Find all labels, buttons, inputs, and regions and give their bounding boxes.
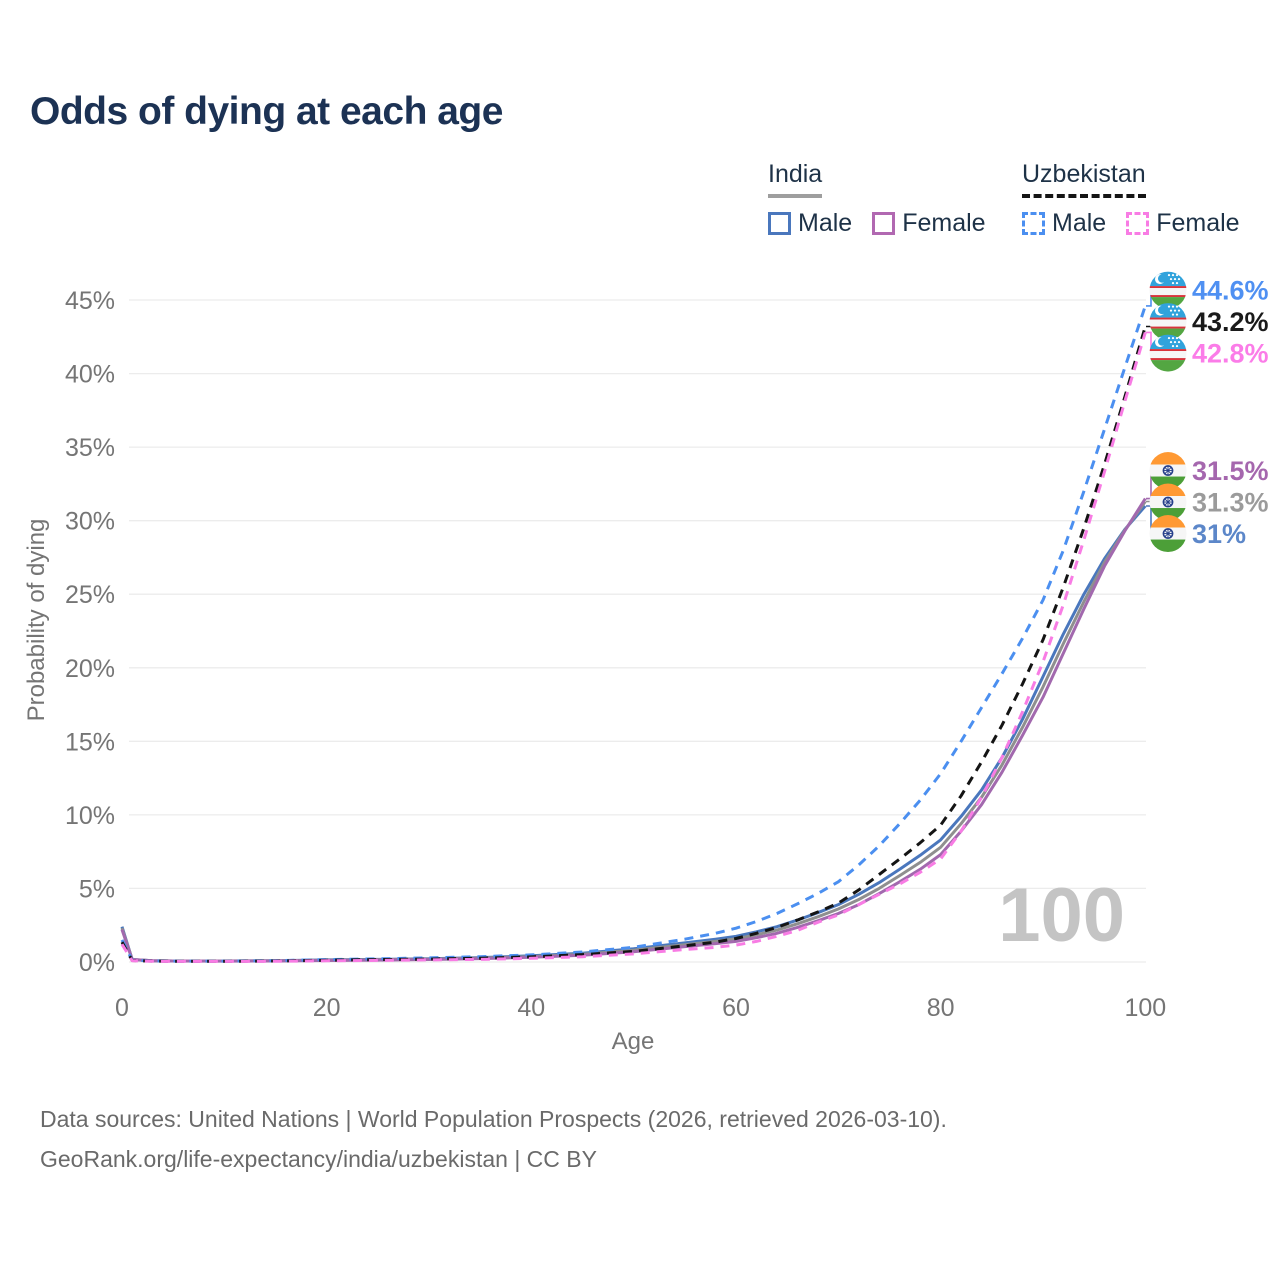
y-tick-20: 20% — [65, 655, 115, 683]
legend-group-india: India Male Female — [768, 160, 1006, 238]
y-tick-0: 0% — [79, 949, 115, 977]
flag-icons — [1149, 271, 1187, 553]
legend-checkbox-india-male[interactable] — [768, 212, 791, 235]
legend-checkbox-india-female[interactable] — [872, 212, 896, 235]
legend-row-india: Male Female — [768, 209, 1006, 238]
y-tick-25: 25% — [65, 581, 115, 609]
x-tick-20: 20 — [313, 994, 341, 1022]
y-tick-35: 35% — [65, 434, 115, 462]
y-tick-30: 30% — [65, 508, 115, 536]
legend-country-uzbekistan[interactable]: Uzbekistan — [1022, 160, 1146, 198]
y-tick-45: 45% — [65, 287, 115, 315]
x-tick-0: 0 — [115, 994, 129, 1022]
india-flag-icon — [1149, 483, 1187, 521]
end-label-india-average: 31.3% — [1192, 488, 1269, 518]
legend-group-uzbekistan: Uzbekistan Male Female — [1022, 160, 1260, 238]
y-axis-title: Probability of dying — [23, 519, 50, 722]
gridlines — [129, 299, 1146, 963]
series-line-uzbekistan-average[interactable] — [120, 326, 1147, 963]
end-label-uzbekistan-male: 44.6% — [1192, 276, 1269, 306]
legend-checkbox-uzbekistan-female[interactable] — [1126, 212, 1150, 235]
india-flag-icon — [1149, 515, 1187, 553]
series-line-india-female[interactable] — [120, 497, 1147, 963]
y-axis-tick-labels: 0% 5% 10% 15% 20% 25% 30% 35% 40% 45% — [65, 287, 115, 977]
page-title: Odds of dying at each age — [30, 90, 503, 133]
series-line-india-male[interactable] — [120, 505, 1147, 963]
legend-label-uzbekistan-male: Male — [1052, 209, 1107, 237]
footer-attribution[interactable]: GeoRank.org/life-expectancy/india/uzbeki… — [40, 1146, 597, 1172]
x-axis-title: Age — [612, 1028, 655, 1055]
end-value-labels: 31.5%31.3%31% 44.6%43.2%42.8% — [1192, 276, 1269, 549]
x-tick-100: 100 — [1124, 994, 1166, 1022]
series-line-uzbekistan-male[interactable] — [120, 305, 1147, 963]
y-tick-15: 15% — [65, 728, 115, 756]
legend-label-india-female: Female — [902, 209, 986, 237]
x-axis-tick-labels: 0 20 40 60 80 100 — [115, 994, 1166, 1022]
series-line-uzbekistan-female[interactable] — [120, 331, 1147, 963]
uzbekistan-flag-icon — [1149, 303, 1187, 341]
legend-label-india-male: Male — [798, 209, 853, 237]
uzbekistan-flag-icon — [1149, 334, 1187, 372]
series-line-india-average[interactable] — [120, 500, 1147, 963]
legend-checkbox-uzbekistan-male[interactable] — [1022, 212, 1045, 235]
legend-row-uzbekistan: Male Female — [1022, 209, 1260, 238]
mortality-chart: 0% 5% 10% 15% 20% 25% 30% 35% 40% 45% 0 20 40 60 80 10… — [23, 271, 1269, 1055]
y-tick-10: 10% — [65, 802, 115, 830]
y-tick-40: 40% — [65, 361, 115, 389]
footer-data-sources: Data sources: United Nations | World Pop… — [40, 1106, 947, 1132]
x-tick-80: 80 — [927, 994, 955, 1022]
uzbekistan-flag-icon — [1149, 271, 1187, 309]
end-label-uzbekistan-female: 42.8% — [1192, 339, 1269, 369]
x-tick-40: 40 — [517, 994, 545, 1022]
end-label-india-male: 31% — [1192, 519, 1246, 549]
india-flag-icon — [1149, 452, 1187, 490]
legend-country-india[interactable]: India — [768, 160, 823, 198]
series-lines — [120, 305, 1147, 963]
y-tick-5: 5% — [79, 875, 115, 903]
age-watermark: 100 — [998, 873, 1125, 958]
x-tick-60: 60 — [722, 994, 750, 1022]
end-label-uzbekistan-average: 43.2% — [1192, 307, 1269, 337]
legend-label-uzbekistan-female: Female — [1156, 209, 1240, 237]
end-label-india-female: 31.5% — [1192, 456, 1269, 486]
